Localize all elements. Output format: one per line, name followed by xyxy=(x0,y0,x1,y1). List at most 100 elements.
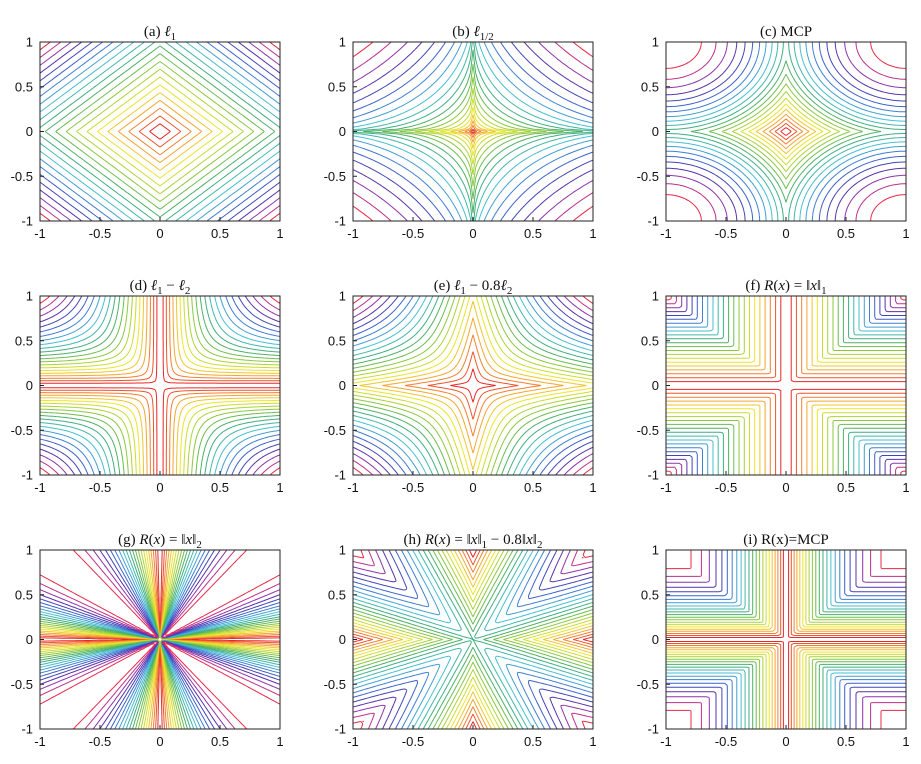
contour-line xyxy=(353,550,593,729)
y-tick-label: 0.5 xyxy=(641,333,659,348)
contour-line xyxy=(40,550,280,729)
contour-line xyxy=(40,296,280,475)
contour-line xyxy=(353,550,593,729)
x-tick-label: -1 xyxy=(347,734,359,749)
contour-line xyxy=(40,550,280,729)
x-tick-label: -1 xyxy=(347,480,359,495)
panel-8: (h) R(x) = ‖x‖1 − 0.8‖x‖2 -1 -0.5 0 0.5 1 1 0.5… xyxy=(324,532,597,749)
y-tick-label: 1 xyxy=(339,543,346,558)
x-tick-label: 1 xyxy=(902,226,909,241)
contour-line xyxy=(666,550,906,729)
y-tick-label: -1 xyxy=(334,722,346,737)
contour-line xyxy=(721,83,851,180)
contour-line xyxy=(666,42,906,221)
contour-line xyxy=(363,49,583,214)
contour-line xyxy=(450,114,496,149)
y-tick-label: 0.5 xyxy=(328,587,346,602)
contour-line xyxy=(440,106,506,157)
contour-line xyxy=(690,60,882,203)
contour-line xyxy=(666,550,906,729)
contour-plot xyxy=(666,42,906,221)
contour-line xyxy=(748,103,824,160)
contour-line xyxy=(40,550,280,729)
contour-line xyxy=(666,550,906,729)
x-tick-label: -1 xyxy=(34,480,46,495)
contour-line xyxy=(666,550,906,729)
x-tick-label: 0.5 xyxy=(524,226,542,241)
contour-line xyxy=(138,115,182,148)
contour-line xyxy=(40,550,280,729)
panel-4: (d) ℓ1 − ℓ2 -1 -0.5 0 0.5 1 1 0.5 0 -0.5 -1 xyxy=(11,278,284,495)
contour-line xyxy=(666,550,906,729)
x-tick-label: -0.5 xyxy=(715,480,737,495)
axes-frame xyxy=(39,41,281,222)
y-tick-label: 0 xyxy=(339,378,346,393)
x-tick-label: 0.5 xyxy=(211,480,229,495)
contour-line xyxy=(353,42,593,221)
contour-line xyxy=(40,550,280,729)
contour-line xyxy=(666,296,906,475)
contour-line xyxy=(353,296,593,475)
contour-line xyxy=(755,108,817,155)
contour-line xyxy=(86,76,234,187)
contour-line xyxy=(40,296,280,475)
contour-line xyxy=(666,296,906,475)
contour-line xyxy=(666,42,906,221)
contour-line xyxy=(666,296,906,475)
contour-line xyxy=(399,76,547,187)
contour-line xyxy=(666,296,906,475)
x-tick-label: 1 xyxy=(276,734,283,749)
y-tick-label: 1 xyxy=(26,35,33,50)
axes-frame xyxy=(352,295,594,476)
contour-line xyxy=(666,550,906,729)
panel-3: (c) MCP -1 -0.5 0 0.5 1 1 0.5 0 -0.5 -1 xyxy=(637,24,910,241)
contour-line xyxy=(40,296,280,475)
contour-line xyxy=(353,550,593,729)
x-tick-label: -1 xyxy=(34,734,46,749)
contour-line xyxy=(382,63,564,200)
x-tick-label: 0 xyxy=(156,480,163,495)
panel-1: (a) ℓ1 -1 -0.5 0 0.5 1 1 0.5 0 -0.5 -1 xyxy=(11,24,284,241)
contour-line xyxy=(40,550,280,729)
y-tick-label: -0.5 xyxy=(637,169,659,184)
contour-line xyxy=(40,550,280,729)
contour-line xyxy=(40,296,280,475)
contour-line xyxy=(666,550,906,729)
y-tick-label: 1 xyxy=(26,543,33,558)
contour-line xyxy=(40,296,280,475)
contour-line xyxy=(666,550,906,729)
y-tick-label: 1 xyxy=(652,289,659,304)
contour-line xyxy=(740,97,832,166)
x-tick-label: -0.5 xyxy=(715,734,737,749)
contour-line xyxy=(666,296,906,475)
contour-line xyxy=(359,300,587,471)
contour-line xyxy=(666,550,906,729)
y-tick-label: 0 xyxy=(652,632,659,647)
contour-line xyxy=(97,84,223,179)
x-tick-label: 0 xyxy=(156,226,163,241)
contour-plot xyxy=(666,550,906,729)
contour-line xyxy=(40,42,280,221)
panel-2: (b) ℓ1/2 -1 -0.5 0 0.5 1 1 0.5 0 -0.5 -1 xyxy=(324,24,597,241)
panel-title: (c) MCP xyxy=(760,24,812,40)
contour-plot xyxy=(40,42,280,221)
contour-line xyxy=(40,42,280,221)
axes-frame xyxy=(39,549,281,730)
contour-line xyxy=(40,550,280,729)
contour-line xyxy=(666,296,906,475)
contour-line xyxy=(666,550,906,729)
contour-line xyxy=(40,550,280,729)
contour-plot xyxy=(353,296,593,475)
contour-line xyxy=(40,550,280,729)
contour-line xyxy=(414,88,532,175)
contour-line xyxy=(117,99,203,164)
contour-line xyxy=(40,296,280,475)
contour-line xyxy=(666,296,906,475)
y-tick-label: 0.5 xyxy=(641,587,659,602)
contour-line xyxy=(40,550,280,729)
contour-line xyxy=(40,296,280,475)
contour-line xyxy=(353,550,593,729)
contour-line xyxy=(353,550,593,729)
y-tick-label: 1 xyxy=(339,289,346,304)
